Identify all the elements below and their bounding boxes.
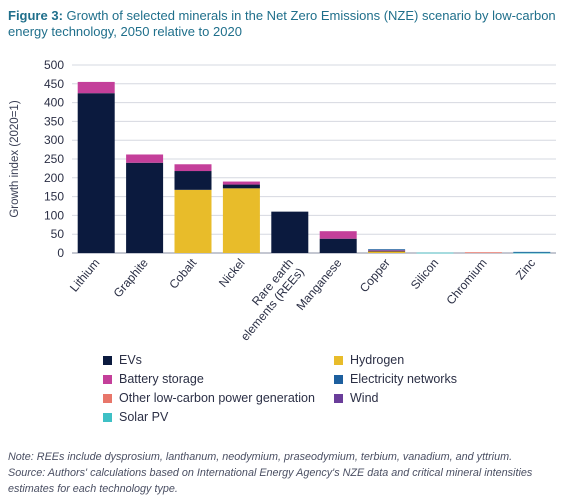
x-tick-label-line: Manganese <box>293 256 344 313</box>
bar-hydrogen <box>222 188 260 253</box>
bar-evs <box>271 211 309 253</box>
bar-other-low-carbon-power-generation <box>464 252 502 254</box>
legend-label: Battery storage <box>119 372 204 386</box>
y-tick-label: 350 <box>44 114 64 128</box>
y-tick-label: 450 <box>44 77 64 91</box>
x-tick-label-line: Silicon <box>408 256 441 292</box>
y-tick-label: 100 <box>44 208 64 222</box>
bar-battery-storage <box>222 181 260 185</box>
bar-evs <box>222 184 260 189</box>
y-tick-label: 300 <box>44 133 64 147</box>
legend-swatch <box>103 393 112 403</box>
legend-item: EVs <box>103 353 142 367</box>
source-text-line-1: Source: Authors' calculations based on I… <box>8 467 533 479</box>
legend-swatch <box>334 355 343 365</box>
x-tick-label-line: Lithium <box>67 256 103 295</box>
legend-swatch <box>103 355 112 365</box>
y-tick-label: 250 <box>44 152 64 166</box>
bar-hydrogen <box>174 189 212 253</box>
legend-item: Solar PV <box>103 410 168 424</box>
bar-solar-pv <box>416 252 454 254</box>
x-tick-label: Chromium <box>443 256 489 307</box>
y-axis-label: Growth index (2020=1) <box>9 100 21 217</box>
note-text: Note: REEs include dysprosium, lanthanum… <box>8 451 513 463</box>
y-tick-label: 0 <box>57 246 64 260</box>
legend-item: Wind <box>334 391 378 405</box>
figure-title: Figure 3: Growth of selected minerals in… <box>8 8 568 40</box>
legend-label: Solar PV <box>119 410 169 424</box>
legend-item: Electricity networks <box>334 372 457 386</box>
x-tick-label: Manganese <box>293 256 344 313</box>
bar-solar-pv <box>513 252 551 254</box>
legend-swatch <box>103 374 112 384</box>
bar-evs <box>77 93 115 253</box>
x-tick-label: Cobalt <box>166 255 199 291</box>
stacked-bar-chart: 0 50 100 150 200 250 300 350 400 450 500 Growth ind… <box>9 58 556 343</box>
figure-title-text: Growth of selected minerals in the Net Z… <box>8 8 556 39</box>
x-tick-label-line: Graphite <box>111 256 152 301</box>
x-tick-label: Graphite <box>111 256 152 301</box>
legend-label: Hydrogen <box>350 353 405 367</box>
bar-evs <box>126 162 164 253</box>
bar-evs <box>174 171 212 190</box>
bar-electricity-networks <box>513 251 551 253</box>
figure-label: Figure 3: <box>8 8 63 23</box>
bar-battery-storage <box>368 250 406 252</box>
x-tick-label: Lithium <box>67 256 103 295</box>
y-tick-label: 500 <box>44 58 64 72</box>
legend-label: Other low-carbon power generation <box>119 391 315 405</box>
bar-battery-storage <box>174 164 212 172</box>
legend-swatch <box>334 374 343 384</box>
x-tick-label: Zinc <box>513 256 538 282</box>
legend-item: Hydrogen <box>334 353 404 367</box>
bar-battery-storage <box>77 81 115 94</box>
legend-swatch <box>334 393 343 403</box>
legend-item: Other low-carbon power generation <box>103 391 315 405</box>
source-text-line-2: estimates for each technology type. <box>8 483 178 495</box>
x-tick-label-line: Chromium <box>443 256 489 307</box>
x-tick-label-line: Zinc <box>513 256 538 282</box>
figure-notes: Note: REEs include dysprosium, lanthanum… <box>8 449 570 497</box>
legend-item: Battery storage <box>103 372 204 386</box>
bar-battery-storage <box>126 154 164 163</box>
x-tick-label-line: Nickel <box>216 256 248 290</box>
x-tick-label-line: Cobalt <box>166 255 199 291</box>
x-tick-label: Copper <box>357 256 393 295</box>
legend-label: Wind <box>350 391 379 405</box>
bar-electricity-networks <box>368 249 406 251</box>
bar-battery-storage <box>319 231 357 239</box>
y-tick-label: 50 <box>51 227 65 241</box>
legend-swatch <box>103 412 112 422</box>
legend-label: Electricity networks <box>350 372 457 386</box>
y-tick-label: 400 <box>44 96 64 110</box>
x-tick-label: Nickel <box>216 256 248 290</box>
bar-evs <box>319 238 357 253</box>
y-tick-label: 150 <box>44 190 64 204</box>
bar-hydrogen <box>368 251 406 253</box>
legend-label: EVs <box>119 353 142 367</box>
x-tick-label: Silicon <box>408 256 441 292</box>
x-tick-label-line: Copper <box>357 256 393 295</box>
y-tick-label: 200 <box>44 171 64 185</box>
